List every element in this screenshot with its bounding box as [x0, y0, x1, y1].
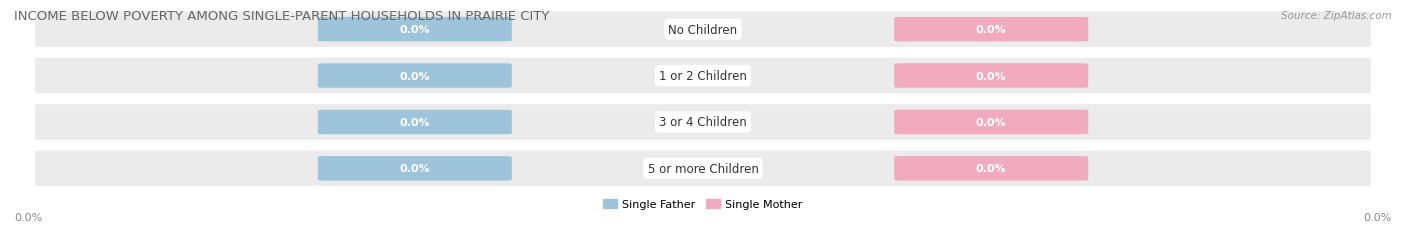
FancyBboxPatch shape — [35, 12, 1371, 48]
FancyBboxPatch shape — [35, 58, 1371, 94]
Text: INCOME BELOW POVERTY AMONG SINGLE-PARENT HOUSEHOLDS IN PRAIRIE CITY: INCOME BELOW POVERTY AMONG SINGLE-PARENT… — [14, 10, 550, 23]
FancyBboxPatch shape — [894, 18, 1088, 42]
FancyBboxPatch shape — [318, 64, 512, 88]
Text: 1 or 2 Children: 1 or 2 Children — [659, 70, 747, 83]
Text: 3 or 4 Children: 3 or 4 Children — [659, 116, 747, 129]
Text: 0.0%: 0.0% — [399, 117, 430, 128]
Text: Source: ZipAtlas.com: Source: ZipAtlas.com — [1281, 11, 1392, 21]
FancyBboxPatch shape — [894, 64, 1088, 88]
Text: 0.0%: 0.0% — [976, 25, 1007, 35]
FancyBboxPatch shape — [894, 156, 1088, 181]
Text: 0.0%: 0.0% — [976, 164, 1007, 174]
Text: No Children: No Children — [668, 24, 738, 36]
FancyBboxPatch shape — [894, 110, 1088, 135]
FancyBboxPatch shape — [35, 105, 1371, 140]
Text: 0.0%: 0.0% — [1364, 212, 1392, 222]
Text: 0.0%: 0.0% — [976, 117, 1007, 128]
Text: 0.0%: 0.0% — [399, 71, 430, 81]
FancyBboxPatch shape — [318, 18, 512, 42]
Legend: Single Father, Single Mother: Single Father, Single Mother — [599, 195, 807, 214]
FancyBboxPatch shape — [318, 156, 512, 181]
Text: 0.0%: 0.0% — [14, 212, 42, 222]
Text: 0.0%: 0.0% — [399, 25, 430, 35]
FancyBboxPatch shape — [35, 151, 1371, 186]
FancyBboxPatch shape — [318, 110, 512, 135]
Text: 0.0%: 0.0% — [976, 71, 1007, 81]
Text: 0.0%: 0.0% — [399, 164, 430, 174]
Text: 5 or more Children: 5 or more Children — [648, 162, 758, 175]
